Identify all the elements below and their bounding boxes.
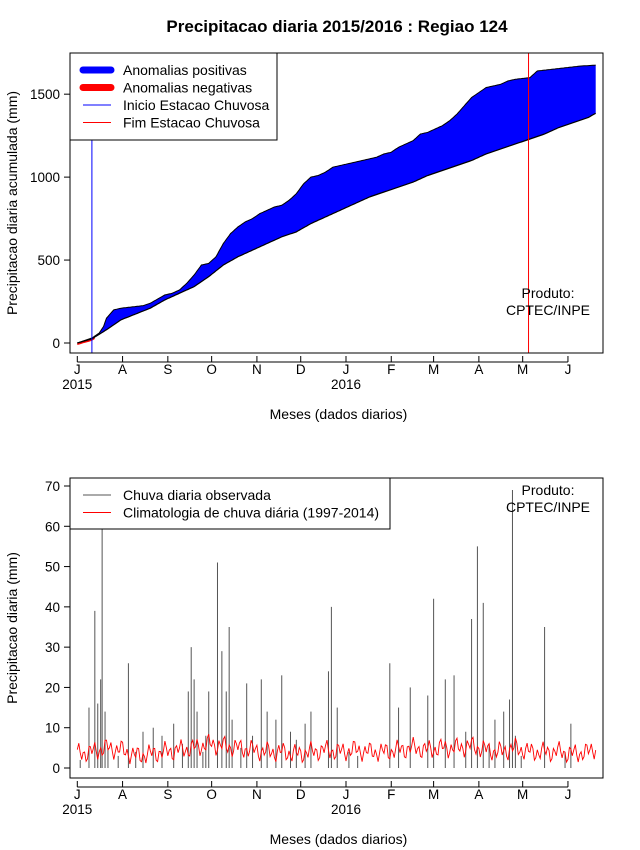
legend-box — [69, 477, 391, 530]
legend-label: Anomalias negativas — [123, 80, 252, 96]
x-tick-label: J — [74, 362, 81, 377]
y-tick-label: 1000 — [30, 170, 60, 185]
y-tick-label: 20 — [45, 680, 60, 695]
climatology-daily-line — [76, 734, 597, 765]
y-tick-label: 1500 — [30, 87, 60, 102]
y-tick-label: 30 — [45, 640, 60, 655]
x-tick-label: N — [252, 362, 262, 377]
y-tick-label: 0 — [52, 336, 60, 351]
x-tick-label: O — [206, 362, 217, 377]
x-tick-label: D — [296, 362, 306, 377]
legend-label: Fim Estacao Chuvosa — [123, 115, 260, 131]
year-label: 2015 — [62, 802, 92, 817]
product-annotation: Produto: — [522, 285, 575, 301]
y-tick-label: 10 — [45, 721, 60, 736]
x-tick-label: J — [343, 787, 350, 802]
legend-label: Chuva diaria observada — [123, 487, 271, 503]
x-tick-label: M — [517, 362, 528, 377]
x-tick-label: A — [474, 362, 483, 377]
x-axis-title: Meses (dados diarios) — [270, 831, 408, 847]
y-tick-label: 60 — [45, 519, 60, 534]
year-label: 2016 — [331, 377, 361, 392]
y-axis-title: Precipitacao diaria (mm) — [4, 552, 20, 704]
y-tick-label: 40 — [45, 600, 60, 615]
legend-label: Inicio Estacao Chuvosa — [123, 97, 270, 113]
positive-anomaly-area — [77, 65, 596, 343]
chart-title: Precipitacao diaria 2015/2016 : Regiao 1… — [166, 17, 508, 36]
x-tick-label: A — [118, 787, 127, 802]
x-tick-label: M — [428, 787, 439, 802]
product-annotation: CPTEC/INPE — [506, 302, 590, 318]
x-tick-label: S — [163, 787, 172, 802]
legend-label: Anomalias positivas — [123, 62, 247, 78]
year-label: 2016 — [331, 802, 361, 817]
year-label: 2015 — [62, 377, 92, 392]
x-tick-label: M — [517, 787, 528, 802]
x-tick-label: J — [343, 362, 350, 377]
x-tick-label: A — [118, 362, 127, 377]
x-tick-label: J — [565, 362, 572, 377]
plot-frame — [69, 52, 604, 354]
x-tick-label: D — [296, 787, 306, 802]
product-annotation: Produto: — [522, 482, 575, 498]
x-tick-label: A — [474, 787, 483, 802]
x-axis-title: Meses (dados diarios) — [270, 406, 408, 422]
y-axis-title: Precipitacao diaria acumulada (mm) — [4, 91, 20, 315]
x-tick-label: M — [428, 362, 439, 377]
x-tick-label: J — [74, 787, 81, 802]
x-tick-label: S — [163, 362, 172, 377]
x-tick-label: F — [387, 362, 395, 377]
observed-cumulative-line — [77, 64, 596, 344]
x-tick-label: J — [565, 787, 572, 802]
y-tick-label: 500 — [37, 253, 60, 268]
y-tick-label: 70 — [45, 479, 60, 494]
y-tick-label: 0 — [52, 761, 60, 776]
climatology-cumulative-line — [77, 112, 596, 344]
legend-label: Climatologia de chuva diária (1997-2014) — [123, 505, 379, 521]
y-tick-label: 50 — [45, 560, 60, 575]
x-tick-label: N — [252, 787, 262, 802]
product-annotation: CPTEC/INPE — [506, 499, 590, 515]
x-tick-label: F — [387, 787, 395, 802]
x-tick-label: O — [206, 787, 217, 802]
